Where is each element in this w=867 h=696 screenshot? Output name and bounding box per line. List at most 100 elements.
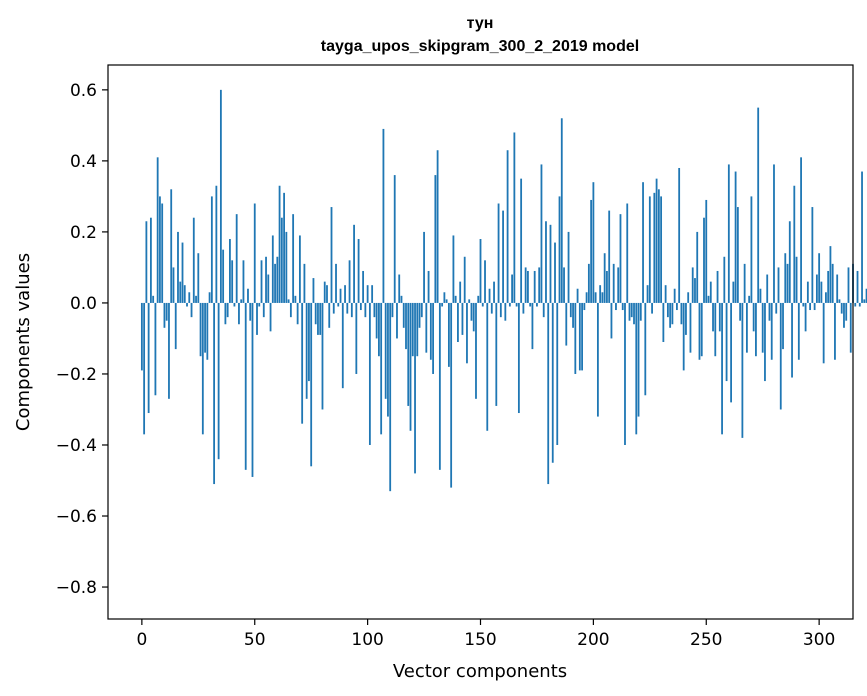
bar <box>685 302 687 335</box>
bar <box>436 150 439 303</box>
bar <box>827 270 830 303</box>
y-axis-ticks: −0.8 −0.6 −0.4 −0.2 0.0 0.2 0.4 0.6 <box>56 81 108 598</box>
bar <box>396 302 398 339</box>
bar <box>694 278 696 303</box>
bar <box>585 292 588 303</box>
bar <box>192 217 195 303</box>
bar <box>321 302 324 410</box>
bar <box>612 263 615 303</box>
bar <box>443 292 446 303</box>
bar <box>549 224 552 303</box>
bar <box>222 249 225 303</box>
bar <box>373 302 376 318</box>
bar <box>836 274 839 303</box>
bar <box>161 203 164 303</box>
bar <box>723 256 726 303</box>
x-axis-ticks: 0 50 100 150 200 250 300 <box>136 619 835 650</box>
bar <box>362 270 365 303</box>
x-tick-label: 300 <box>803 630 835 650</box>
bar <box>513 132 516 303</box>
bar <box>682 302 685 371</box>
bar <box>601 292 604 303</box>
bar <box>784 253 787 303</box>
bar <box>748 295 751 303</box>
bar <box>770 302 773 360</box>
bar <box>409 302 412 431</box>
bar <box>538 267 541 303</box>
bar <box>818 253 821 303</box>
bar <box>569 302 572 318</box>
bar <box>730 302 732 403</box>
bar <box>484 260 486 303</box>
bar <box>434 175 437 303</box>
bar <box>793 185 796 303</box>
bar <box>727 164 730 303</box>
y-tick-label: −0.6 <box>56 507 97 527</box>
bar <box>856 270 859 303</box>
bar <box>574 302 577 374</box>
bar <box>655 178 658 303</box>
bar <box>341 302 344 389</box>
bar <box>596 302 599 417</box>
bars-group <box>140 89 867 492</box>
bar <box>791 302 793 378</box>
bar <box>508 302 511 307</box>
bar <box>511 274 514 303</box>
bar <box>177 231 179 303</box>
bar <box>260 260 263 303</box>
bar <box>490 302 493 314</box>
plot-frame <box>107 64 854 620</box>
y-tick-label: −0.8 <box>56 578 97 598</box>
bar <box>800 157 802 303</box>
bar <box>235 214 238 303</box>
bar <box>186 302 188 307</box>
bar <box>337 302 340 307</box>
bar <box>626 203 629 303</box>
bar <box>809 302 812 311</box>
bar <box>314 302 317 325</box>
bar <box>423 231 425 303</box>
bar <box>149 217 152 303</box>
bar <box>608 210 611 303</box>
x-tick-label: 50 <box>244 630 266 650</box>
bar <box>506 150 509 303</box>
bar <box>199 302 202 357</box>
bar <box>657 189 660 303</box>
bar <box>179 281 182 303</box>
bar <box>156 157 159 303</box>
bar <box>242 260 245 303</box>
bar <box>524 267 527 303</box>
bar <box>265 256 267 303</box>
bar <box>305 302 308 399</box>
bar <box>854 302 857 307</box>
bar <box>253 203 256 303</box>
x-tick-label: 200 <box>577 630 609 650</box>
bar <box>470 302 473 321</box>
bar <box>427 270 430 303</box>
bar <box>224 302 227 325</box>
bar <box>703 217 705 303</box>
bar <box>375 302 378 339</box>
bar <box>463 256 466 303</box>
bar <box>700 302 703 357</box>
bar <box>669 302 672 328</box>
bar <box>210 196 213 303</box>
y-tick-label: 0.2 <box>70 223 97 243</box>
bar <box>215 185 218 303</box>
bar <box>355 302 358 374</box>
bar <box>504 302 507 321</box>
bar <box>391 302 394 318</box>
bar <box>418 302 421 328</box>
bar <box>806 281 809 303</box>
bar <box>152 295 155 303</box>
bar <box>707 295 710 303</box>
bar <box>364 302 367 318</box>
bar <box>495 302 498 406</box>
bar <box>258 302 261 307</box>
bar <box>190 302 193 318</box>
bar <box>312 278 315 303</box>
bar <box>646 285 649 303</box>
bar <box>380 302 383 435</box>
bar <box>716 270 719 303</box>
